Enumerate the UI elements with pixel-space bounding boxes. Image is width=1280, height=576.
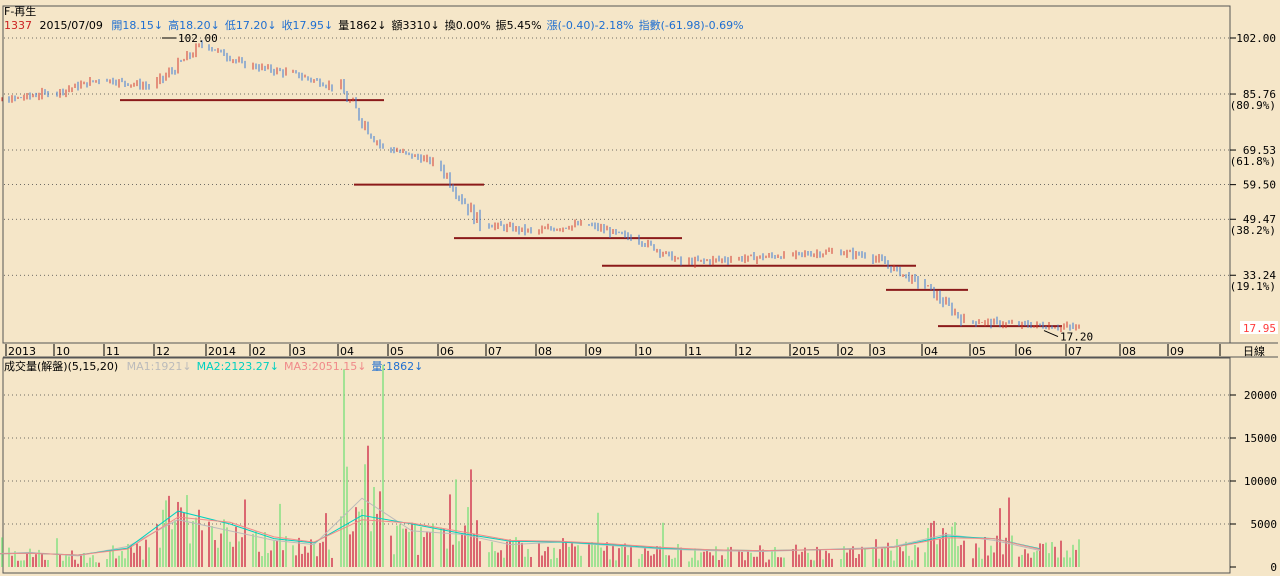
time-tick-label: 11 <box>106 345 120 358</box>
volume-bars <box>1 364 1080 567</box>
volume-axis: 20000 15000 10000 5000 0 <box>1230 389 1277 574</box>
price-tick-label: 69.53 <box>1243 144 1276 157</box>
fib-percent-label: (19.1%) <box>1230 280 1276 293</box>
volume-ma-value: MA2:2123.27↓ <box>197 360 279 373</box>
time-tick-label: 11 <box>688 345 702 358</box>
price-tick-label: 85.76 <box>1243 88 1276 101</box>
fib-percent-label: (80.9%) <box>1230 99 1276 112</box>
volume-title: 成交量(解盤)(5,15,20) <box>4 359 118 373</box>
last-price-box <box>1240 321 1278 334</box>
chart-title: F-再生 <box>4 4 36 18</box>
volume-ma-value: MA3:2051.15↓ <box>284 360 366 373</box>
time-tick-label: 07 <box>1068 345 1082 358</box>
time-axis: 2013 10 11 12 2014 02 03 04 05 06 07 08 09 10 11 12 2015… <box>5 344 1221 358</box>
time-tick-label: 05 <box>972 345 986 358</box>
time-tick-label: 04 <box>340 345 354 358</box>
annotation-label: 102.00 <box>178 32 218 45</box>
time-tick-label: 09 <box>588 345 602 358</box>
price-tick-label: 102.00 <box>1236 32 1276 45</box>
quote-date: 2015/07/09 <box>40 19 103 32</box>
time-tick-label: 10 <box>638 345 652 358</box>
price-tick-label: 49.47 <box>1243 213 1276 226</box>
stock-code: 1337 <box>4 19 32 32</box>
time-tick-label: 04 <box>924 345 938 358</box>
time-tick-label: 2014 <box>208 345 236 358</box>
time-tick-label: 02 <box>840 345 854 358</box>
volume-panel-frame <box>2 357 1231 574</box>
volume-ma-lines <box>0 497 1041 557</box>
time-tick-label: 05 <box>390 345 404 358</box>
period-label: 日線 <box>1243 344 1265 358</box>
volume-tick-label: 0 <box>1270 561 1277 574</box>
fib-percent-label: (38.2%) <box>1230 224 1276 237</box>
time-tick-label: 12 <box>738 345 752 358</box>
quote-stat: 收17.95↓ <box>282 18 334 32</box>
price-gridlines <box>4 37 1229 276</box>
volume-gridlines <box>4 394 1229 525</box>
price-tick-label: 33.24 <box>1243 269 1276 282</box>
price-tick-label: 59.50 <box>1243 179 1276 192</box>
volume-ma-value: MA1:1921↓ <box>127 360 192 373</box>
quote-stat: 額3310↓ <box>392 19 440 32</box>
quote-stat: 振5.45% <box>496 18 542 32</box>
price-axis: 102.00 85.76(80.9%) 69.53(61.8%) 59.50 49.47… <box>1230 32 1278 335</box>
time-tick-label: 08 <box>1122 345 1136 358</box>
quote-stat: 開18.15↓ <box>111 19 163 32</box>
time-tick-label: 09 <box>1170 345 1184 358</box>
fib-percent-label: (61.8%) <box>1230 155 1276 168</box>
last-price-label: 17.95 <box>1243 322 1276 335</box>
annotation-leader <box>1043 330 1059 338</box>
time-tick-label: 2013 <box>8 345 36 358</box>
time-tick-label: 12 <box>156 345 170 358</box>
volume-ma-value: 量:1862↓ <box>371 360 423 373</box>
quote-stat: 量1862↓ <box>338 19 386 32</box>
time-tick-label: 06 <box>440 345 454 358</box>
quote-stat: 換0.00% <box>445 19 491 32</box>
time-tick-label: 07 <box>488 345 502 358</box>
quote-stat: 高18.20↓ <box>168 18 220 32</box>
volume-header: 成交量(解盤)(5,15,20) MA1:1921↓ MA2:2123.27↓ MA… <box>4 359 423 373</box>
annotation-label: 17.20 <box>1060 331 1093 344</box>
time-tick-label: 2015 <box>792 345 820 358</box>
time-tick-label: 08 <box>538 345 552 358</box>
quote-stat: 指數(-61.98)-0.69% <box>639 18 744 32</box>
support-lines <box>120 99 1062 328</box>
quote-stat: 漲(-0.40)-2.18% <box>547 19 634 32</box>
volume-ma-line <box>0 516 1041 556</box>
volume-tick-label: 10000 <box>1244 475 1277 488</box>
price-annotations: 102.00 17.20 <box>162 32 1093 344</box>
time-tick-label: 03 <box>872 345 886 358</box>
candlesticks <box>1 40 1080 333</box>
time-tick-label: 02 <box>252 345 266 358</box>
volume-tick-label: 20000 <box>1244 389 1277 402</box>
quote-stat: 低17.20↓ <box>225 19 277 32</box>
volume-tick-label: 5000 <box>1251 518 1278 531</box>
volume-ma-line <box>0 497 1041 557</box>
time-tick-label: 10 <box>56 345 70 358</box>
time-tick-label: 06 <box>1018 345 1032 358</box>
volume-tick-label: 15000 <box>1244 432 1277 445</box>
time-tick-label: 03 <box>292 345 306 358</box>
quote-line: 1337 2015/07/09 開18.15↓ 高18.20↓ 低17.20↓ 收17… <box>4 18 744 32</box>
